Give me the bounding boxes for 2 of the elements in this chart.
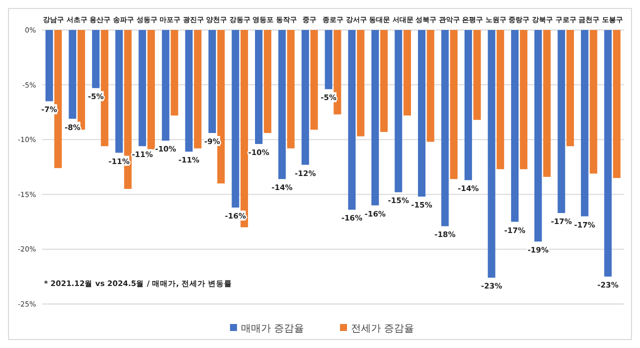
legend-label: 매매가 증감율	[241, 324, 304, 334]
legend-label: 전세가 증감율	[351, 324, 414, 334]
